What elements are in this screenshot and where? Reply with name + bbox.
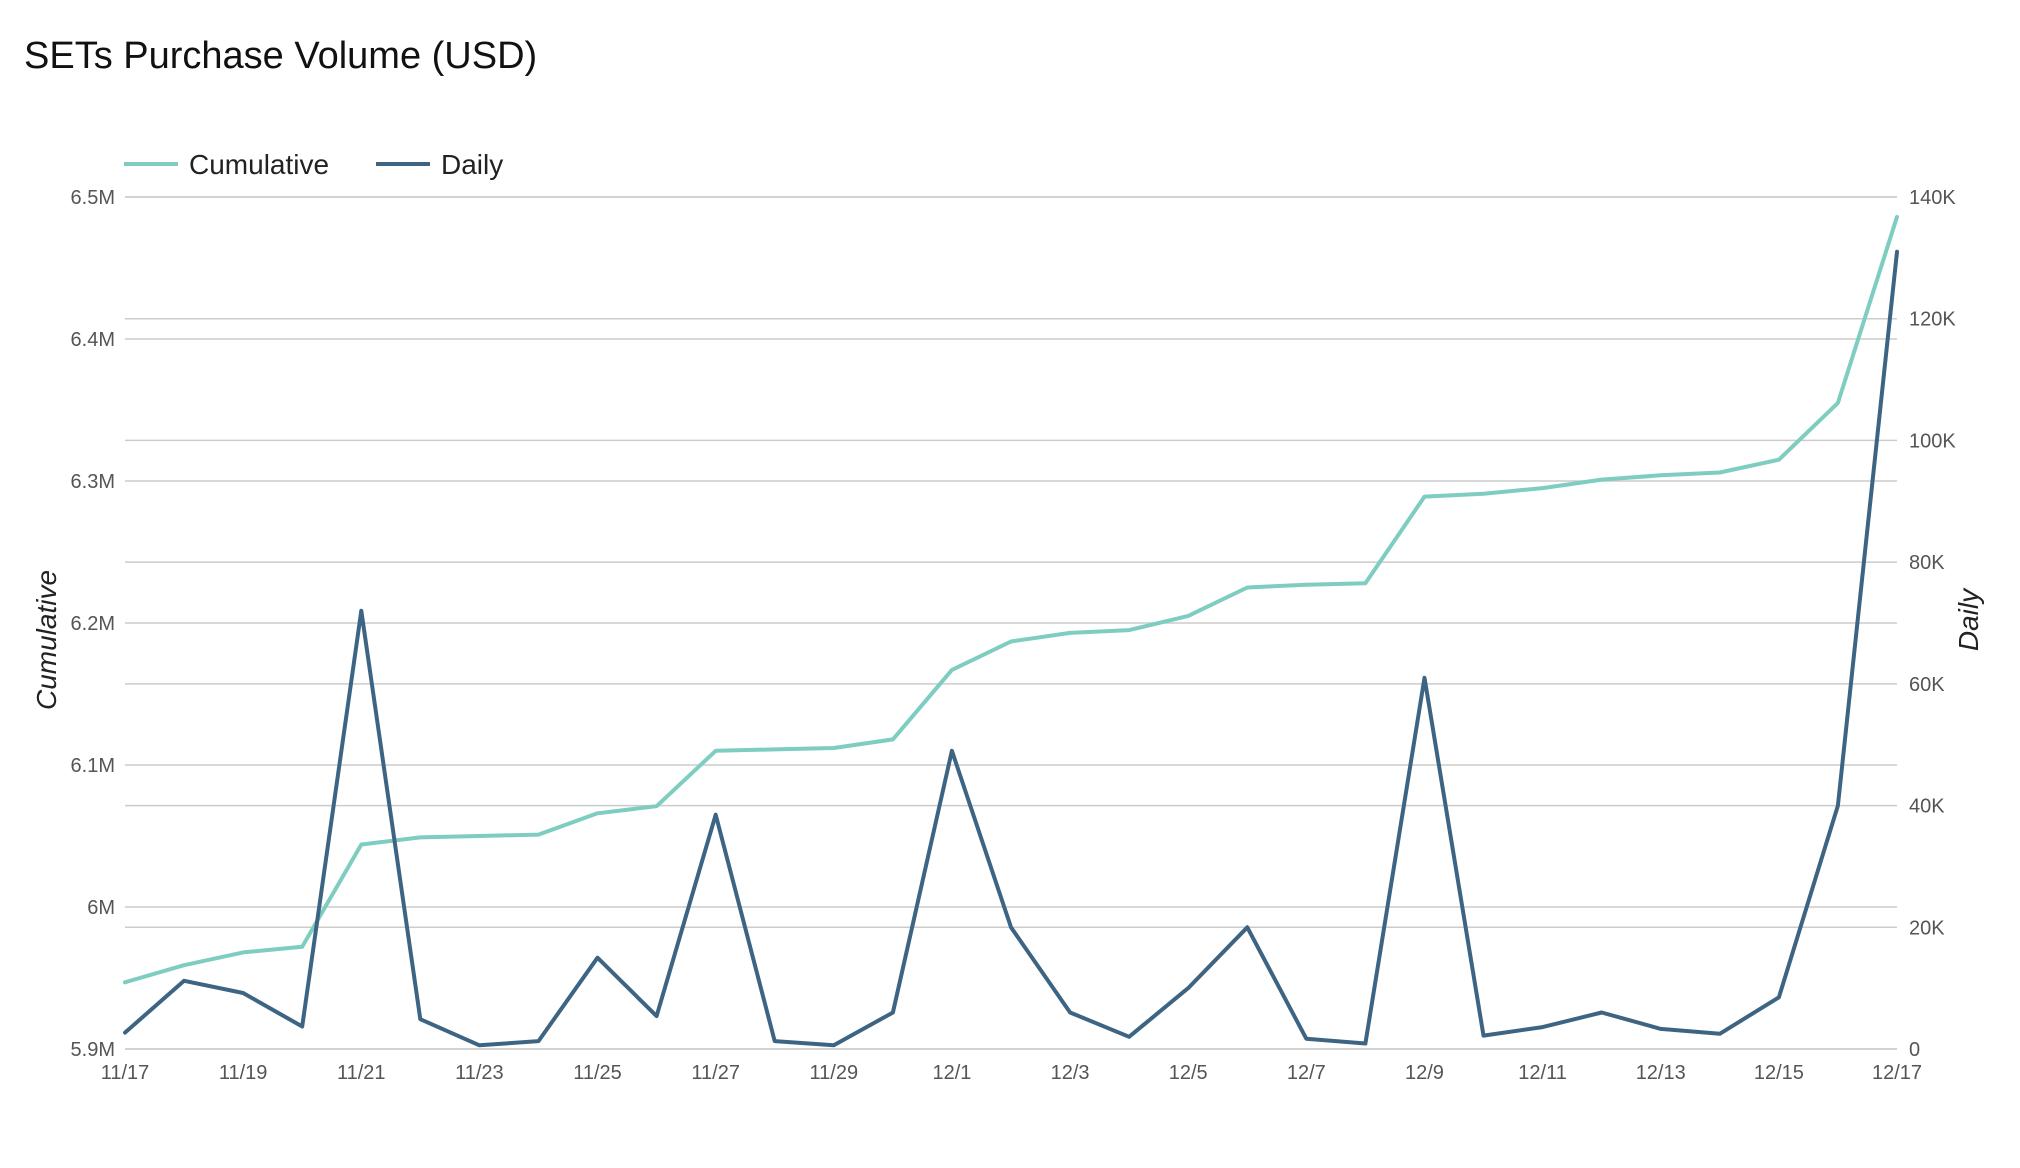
- y-left-tick-label: 6.4M: [71, 329, 115, 351]
- legend-label-daily: Daily: [441, 149, 503, 180]
- legend-label-cumulative: Cumulative: [189, 149, 329, 180]
- y-right-tick-label: 80K: [1909, 552, 1945, 574]
- x-tick-label: 11/21: [337, 1062, 386, 1084]
- x-tick-label: 12/9: [1405, 1062, 1444, 1084]
- x-tick-label: 11/19: [219, 1062, 268, 1084]
- x-tick-label: 12/15: [1754, 1062, 1804, 1084]
- y-left-tick-label: 5.9M: [71, 1039, 115, 1061]
- chart-title: SETs Purchase Volume (USD): [24, 35, 537, 77]
- y-right-tick-label: 20K: [1909, 917, 1945, 939]
- legend: Cumulative Daily: [124, 149, 503, 180]
- series-line-cumulative: [123, 214, 1899, 985]
- y-left-tick-label: 6.5M: [71, 187, 115, 209]
- grid-right: [125, 196, 1897, 1050]
- y-right-tick-label: 100K: [1909, 430, 1956, 452]
- y-right-tick-label: 0: [1909, 1039, 1920, 1061]
- x-tick-label: 12/17: [1872, 1062, 1922, 1084]
- y-left-tick-label: 6.2M: [71, 613, 115, 635]
- x-tick-label: 12/7: [1287, 1062, 1326, 1084]
- series-layer: [123, 214, 1899, 1048]
- y-right-tick-label: 40K: [1909, 796, 1945, 818]
- x-tick-label: 11/23: [455, 1062, 504, 1084]
- x-tick-label: 12/3: [1051, 1062, 1090, 1084]
- y-axis-left-ticks: 5.9M 6M 6.1M 6.2M 6.3M 6.4M 6.5M: [71, 187, 115, 1061]
- x-tick-label: 12/5: [1169, 1062, 1208, 1084]
- y-right-tick-label: 60K: [1909, 674, 1945, 696]
- y-axis-right-title: Daily: [1953, 587, 1984, 651]
- y-left-tick-label: 6M: [87, 897, 115, 919]
- y-left-tick-label: 6.1M: [71, 755, 115, 777]
- x-tick-label: 11/29: [810, 1062, 859, 1084]
- x-tick-label: 12/11: [1518, 1062, 1567, 1084]
- series-line-daily: [123, 249, 1899, 1048]
- y-left-tick-label: 6.3M: [71, 471, 115, 493]
- y-right-tick-label: 140K: [1909, 187, 1956, 209]
- x-tick-label: 11/17: [101, 1062, 150, 1084]
- y-axis-right-ticks: 0 20K 40K 60K 80K 100K 120K 140K: [1909, 187, 1956, 1061]
- x-tick-label: 11/25: [573, 1062, 622, 1084]
- x-axis-ticks: 11/17 11/19 11/21 11/23 11/25 11/27 11/29 12/1 1…: [101, 1062, 1922, 1084]
- x-tick-label: 11/27: [691, 1062, 740, 1084]
- x-tick-label: 12/1: [932, 1062, 971, 1084]
- y-right-tick-label: 120K: [1909, 309, 1956, 331]
- x-tick-label: 12/13: [1636, 1062, 1686, 1084]
- y-axis-left-title: Cumulative: [31, 570, 62, 710]
